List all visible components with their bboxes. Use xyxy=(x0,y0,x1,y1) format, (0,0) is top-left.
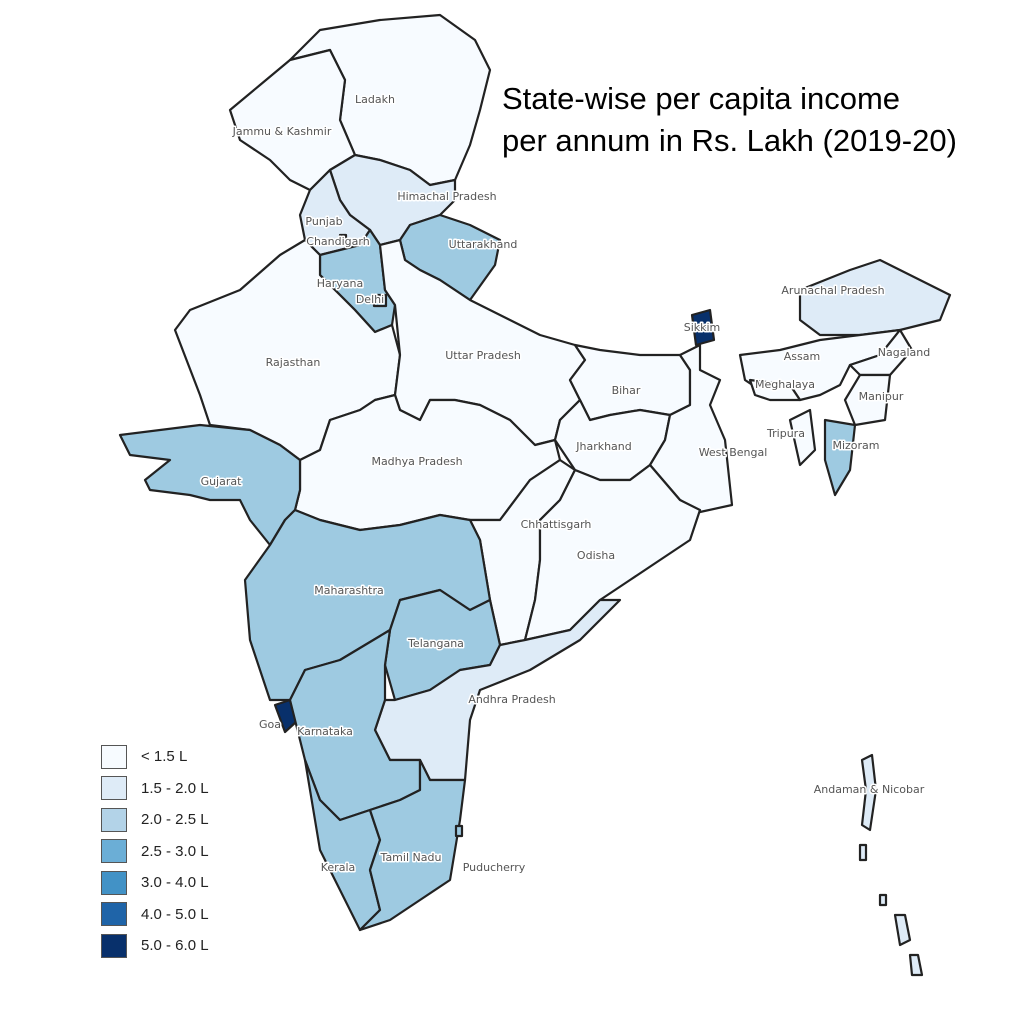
region-shape xyxy=(372,293,388,308)
region-label: Sikkim xyxy=(684,321,721,334)
region-label: Chandigarh xyxy=(306,235,369,248)
legend-label: 5.0 - 6.0 L xyxy=(141,937,209,955)
region-label: Karnataka xyxy=(297,725,353,738)
region-shape xyxy=(454,824,464,838)
legend-swatch xyxy=(101,902,127,927)
legend-swatch xyxy=(101,744,127,769)
region-label: Haryana xyxy=(317,277,364,290)
region-shape xyxy=(788,408,817,467)
legend-item: 2.5 - 3.0 L xyxy=(101,836,209,868)
region-shape xyxy=(893,913,912,947)
title-line-1: State-wise per capita income xyxy=(502,81,901,116)
region-label: Manipur xyxy=(859,390,904,403)
legend-swatch xyxy=(101,839,127,864)
legend-item: < 1.5 L xyxy=(101,741,209,773)
title-line-2: per annum in Rs. Lakh (2019-20) xyxy=(502,123,957,158)
region-label: Chhattisgarh xyxy=(521,518,592,531)
region-shape xyxy=(358,758,467,932)
legend-label: < 1.5 L xyxy=(141,748,188,766)
region-mizoram xyxy=(823,418,857,497)
region-chandigarh xyxy=(338,233,348,243)
region-shape xyxy=(843,373,892,427)
region-label: Rajasthan xyxy=(266,356,321,369)
region-gujarat xyxy=(118,423,302,547)
region-shape xyxy=(798,258,952,337)
legend-label: 1.5 - 2.0 L xyxy=(141,779,209,797)
region-label: Nagaland xyxy=(878,346,930,359)
region-odisha xyxy=(523,463,702,642)
region-andaman-nicobar xyxy=(858,753,924,977)
region-label: Odisha xyxy=(577,549,615,562)
legend-label: 2.0 - 2.5 L xyxy=(141,811,209,829)
region-label: Tripura xyxy=(766,427,805,440)
region-label: Goa xyxy=(259,718,281,731)
legend-label: 2.5 - 3.0 L xyxy=(141,842,209,860)
map-title: State-wise per capita income per annum i… xyxy=(502,78,957,162)
legend-item: 3.0 - 4.0 L xyxy=(101,867,209,899)
legend-label: 4.0 - 5.0 L xyxy=(141,905,209,923)
region-label: Maharashtra xyxy=(314,584,384,597)
region-shape xyxy=(568,343,692,422)
region-label: Tamil Nadu xyxy=(380,851,442,864)
legend-swatch xyxy=(101,807,127,832)
region-label: Bihar xyxy=(612,384,641,397)
region-label: Jharkhand xyxy=(575,440,632,453)
region-label: Jammu & Kashmir xyxy=(232,125,332,138)
region-label: Uttarakhand xyxy=(449,238,518,251)
region-shape xyxy=(858,843,868,862)
region-shape xyxy=(908,953,924,977)
region-shape xyxy=(748,378,802,402)
region-arunachal-pradesh xyxy=(798,258,952,337)
region-shape xyxy=(860,753,878,832)
region-label: Gujarat xyxy=(201,475,243,488)
region-shape xyxy=(523,463,702,642)
legend-swatch xyxy=(101,870,127,895)
region-shape xyxy=(690,308,716,347)
region-label: Telangana xyxy=(407,637,464,650)
region-label: Punjab xyxy=(305,215,342,228)
region-label: Uttar Pradesh xyxy=(445,349,521,362)
region-label: Andhra Pradesh xyxy=(468,693,555,706)
legend-item: 4.0 - 5.0 L xyxy=(101,899,209,931)
region-puducherry xyxy=(454,824,464,838)
region-label: Meghalaya xyxy=(755,378,815,391)
region-bihar xyxy=(568,343,692,422)
region-tripura xyxy=(788,408,817,467)
region-label: West Bengal xyxy=(699,446,768,459)
legend: < 1.5 L 1.5 - 2.0 L 2.0 - 2.5 L 2.5 - 3.… xyxy=(101,741,209,962)
region-shape xyxy=(878,893,888,907)
legend-swatch xyxy=(101,776,127,801)
legend-item: 5.0 - 6.0 L xyxy=(101,930,209,962)
region-label: Assam xyxy=(784,350,820,363)
region-label: Ladakh xyxy=(355,93,395,106)
legend-item: 1.5 - 2.0 L xyxy=(101,773,209,805)
legend-label: 3.0 - 4.0 L xyxy=(141,874,209,892)
legend-item: 2.0 - 2.5 L xyxy=(101,804,209,836)
legend-swatch xyxy=(101,933,127,958)
region-label: Delhi xyxy=(356,293,384,306)
region-label: Mizoram xyxy=(832,439,879,452)
region-delhi xyxy=(372,293,388,308)
region-label: Andaman & Nicobar xyxy=(814,783,925,796)
region-label: Madhya Pradesh xyxy=(371,455,462,468)
region-manipur xyxy=(843,373,892,427)
region-sikkim xyxy=(690,308,716,347)
region-label: Puducherry xyxy=(463,861,526,874)
region-label: Arunachal Pradesh xyxy=(781,284,884,297)
region-label: Himachal Pradesh xyxy=(397,190,496,203)
region-meghalaya xyxy=(748,378,802,402)
region-shape xyxy=(823,418,857,497)
region-shape xyxy=(338,233,348,243)
region-label: Kerala xyxy=(321,861,356,874)
region-shape xyxy=(118,423,302,547)
region-tamil-nadu xyxy=(358,758,467,932)
